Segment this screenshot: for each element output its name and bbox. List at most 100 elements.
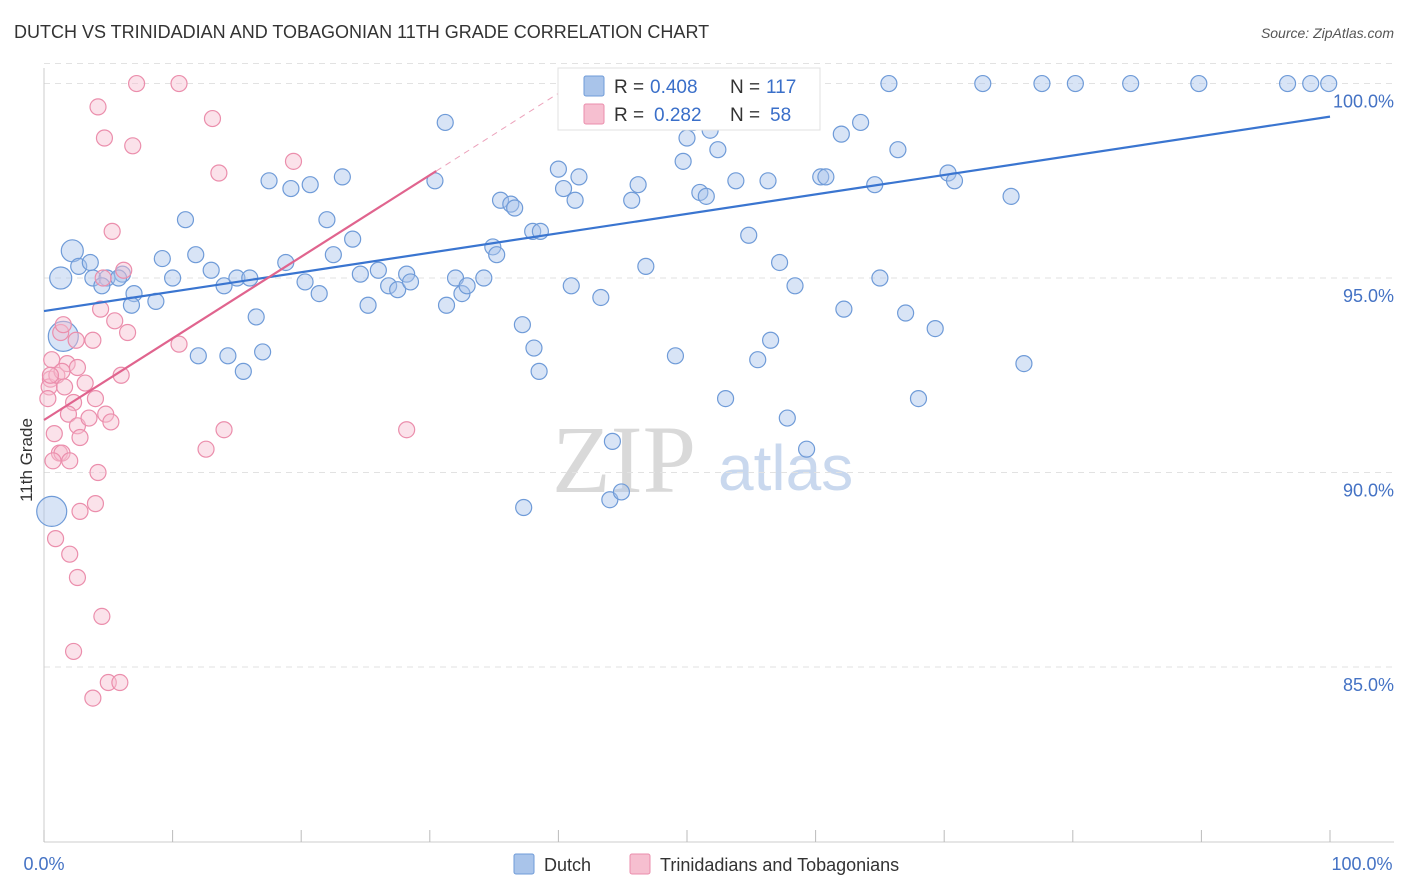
trini-point — [127, 74, 146, 93]
dutch-point — [530, 362, 548, 380]
dutch-point — [234, 362, 252, 380]
dutch-point — [219, 347, 237, 365]
trini-point — [103, 222, 121, 240]
dutch-point — [458, 277, 476, 295]
trini-trend-line — [43, 170, 437, 421]
trini-point — [170, 335, 188, 353]
dutch-point — [749, 351, 767, 369]
dutch-point — [318, 211, 336, 229]
dutch-point — [1302, 74, 1320, 93]
trend-lines — [43, 92, 1331, 421]
dutch-point — [296, 273, 314, 291]
chart-source: Source: ZipAtlas.com — [1261, 25, 1394, 41]
dutch-point — [716, 390, 735, 408]
dutch-point — [835, 300, 853, 318]
dutch-point — [1122, 74, 1140, 93]
trini-point — [86, 390, 105, 408]
dutch-point — [324, 246, 342, 264]
trini-point — [197, 440, 215, 458]
x-tick-label-min: 0.0% — [23, 854, 64, 874]
trini-point — [68, 568, 87, 587]
trini-point — [106, 312, 124, 330]
trini-point — [71, 428, 89, 447]
dutch-points — [36, 74, 1338, 527]
dutch-point — [897, 304, 915, 322]
dutch-point — [369, 261, 387, 279]
dutch-point — [359, 296, 377, 314]
trini-point — [111, 673, 129, 692]
trini-point — [115, 261, 133, 279]
dutch-point — [786, 277, 804, 295]
dutch-point — [592, 288, 610, 307]
dutch-point — [880, 74, 898, 93]
dutch-point — [797, 440, 816, 458]
dutch-point — [909, 390, 928, 408]
trini-point — [102, 413, 120, 431]
dutch-point — [778, 409, 796, 427]
dutch-point — [697, 187, 715, 205]
dutch-point — [506, 199, 524, 217]
dutch-point — [389, 281, 407, 299]
trini-point — [84, 331, 102, 349]
dutch-point — [1066, 74, 1084, 93]
dutch-point — [709, 141, 727, 159]
dutch-point — [1033, 74, 1051, 93]
stats-legend: R = 0.408 N = 117 R = 0.282 N = 58 — [557, 67, 821, 131]
trini-point — [95, 129, 114, 147]
trini-point — [59, 405, 78, 423]
stats-legend-dutch-n-label: N = — [730, 77, 760, 98]
dutch-point — [1278, 74, 1297, 93]
trini-point — [86, 495, 105, 513]
stats-legend-swatch-trini — [583, 103, 605, 125]
dutch-point — [570, 168, 588, 186]
dutch-point — [81, 253, 99, 272]
dutch-point — [759, 172, 777, 190]
dutch-point — [889, 141, 907, 159]
stats-legend-dutch-r-value: 0.408 — [650, 77, 698, 98]
dutch-point — [554, 179, 573, 198]
dutch-point — [437, 296, 456, 314]
stats-legend-dutch-n-value: 117 — [766, 77, 796, 98]
trini-points — [39, 74, 416, 707]
chart-title: DUTCH VS TRINIDADIAN AND TOBAGONIAN 11TH… — [14, 22, 709, 42]
trini-point — [91, 300, 110, 318]
dutch-trend-line — [43, 115, 1331, 313]
dutch-point — [247, 308, 265, 326]
dutch-point — [871, 269, 889, 287]
trini-point — [93, 607, 111, 626]
dutch-point — [629, 176, 647, 194]
dutch-point — [832, 125, 850, 143]
trini-point — [64, 642, 83, 661]
dutch-point — [666, 347, 685, 365]
x-tick-label-max: 100.0% — [1331, 854, 1392, 874]
dutch-point — [436, 113, 454, 132]
y-tick-label: 100.0% — [1333, 92, 1394, 112]
trini-point — [118, 323, 137, 342]
dutch-point — [189, 347, 207, 365]
dutch-point — [260, 172, 278, 190]
dutch-point — [301, 176, 319, 194]
trini-point — [215, 421, 233, 439]
dutch-point — [612, 483, 631, 501]
y-tick-labels: 100.0% 95.0% 90.0% 85.0% — [1333, 92, 1394, 695]
dutch-point — [525, 339, 543, 357]
dutch-point — [380, 277, 398, 295]
dutch-point — [812, 168, 830, 186]
dutch-point — [344, 230, 362, 248]
bottom-legend-swatch-trini — [629, 853, 651, 875]
trini-point — [45, 425, 63, 443]
y-tick-label: 95.0% — [1343, 286, 1394, 306]
trini-point — [39, 390, 57, 408]
dutch-point — [475, 269, 493, 287]
dutch-point — [36, 495, 68, 527]
dutch-point — [202, 261, 220, 279]
trini-point — [203, 109, 222, 128]
dutch-point — [488, 246, 506, 264]
trini-point — [68, 358, 87, 377]
watermark-zip: ZIP — [552, 406, 696, 513]
trini-point — [41, 366, 60, 384]
stats-legend-swatch-dutch — [583, 75, 605, 97]
trini-point — [398, 421, 416, 439]
dutch-point — [176, 211, 195, 229]
